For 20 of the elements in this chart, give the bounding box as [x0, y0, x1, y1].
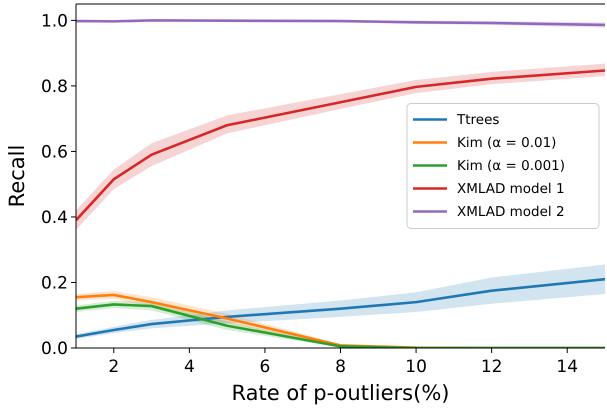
- y-tick-label: 1.0: [40, 11, 68, 32]
- legend-label: Ttrees: [456, 112, 500, 128]
- x-tick-label: 12: [480, 357, 502, 377]
- x-tick-label: 4: [184, 357, 195, 377]
- x-tick-label: 10: [405, 357, 427, 377]
- y-tick-label: 0.6: [40, 142, 68, 162]
- legend-label: Kim (α = 0.001): [457, 158, 566, 174]
- legend-label: XMLAD model 1: [457, 181, 565, 198]
- y-axis-title: Recall: [5, 144, 29, 208]
- x-tick-label: 2: [108, 357, 120, 377]
- y-tick-label: 0.0: [40, 338, 68, 359]
- x-tick-label: 6: [260, 357, 270, 377]
- x-tick-label: 8: [335, 357, 346, 377]
- y-tick-label: 0.4: [40, 208, 68, 228]
- x-tick-label: 14: [556, 357, 578, 377]
- x-axis-title: Rate of p-outliers(%): [232, 381, 450, 405]
- y-tick-label: 0.8: [40, 76, 68, 97]
- legend-label: Kim (α = 0.01): [457, 135, 556, 152]
- y-tick-label: 0.2: [40, 273, 68, 294]
- legend-label: XMLAD model 2: [457, 204, 565, 220]
